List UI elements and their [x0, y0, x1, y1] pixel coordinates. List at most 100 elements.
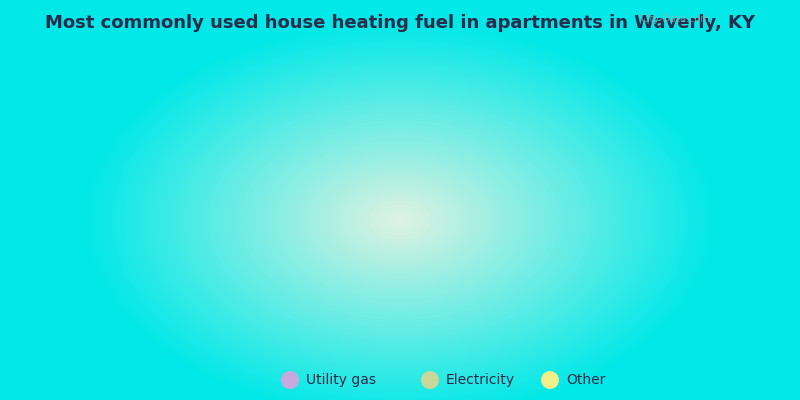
Circle shape — [362, 248, 438, 324]
Ellipse shape — [252, 128, 548, 312]
Circle shape — [351, 238, 449, 334]
Ellipse shape — [304, 160, 496, 280]
Circle shape — [358, 244, 442, 328]
Circle shape — [301, 187, 499, 385]
Ellipse shape — [196, 92, 604, 348]
Ellipse shape — [308, 162, 492, 278]
Ellipse shape — [360, 195, 440, 245]
Ellipse shape — [168, 75, 632, 365]
Ellipse shape — [276, 142, 524, 298]
Ellipse shape — [348, 188, 452, 252]
Circle shape — [329, 215, 471, 357]
Ellipse shape — [144, 60, 656, 380]
Ellipse shape — [128, 50, 672, 390]
Circle shape — [345, 230, 455, 342]
Text: Other: Other — [566, 373, 606, 387]
Circle shape — [363, 250, 437, 322]
Circle shape — [390, 276, 410, 296]
Ellipse shape — [196, 92, 604, 348]
Circle shape — [370, 256, 430, 316]
Ellipse shape — [132, 52, 668, 388]
Ellipse shape — [360, 195, 440, 245]
Ellipse shape — [356, 192, 444, 248]
Ellipse shape — [200, 95, 600, 345]
Ellipse shape — [380, 208, 420, 232]
Circle shape — [298, 184, 502, 388]
Circle shape — [346, 232, 454, 340]
Ellipse shape — [252, 128, 548, 312]
Ellipse shape — [220, 108, 580, 332]
Circle shape — [322, 208, 478, 364]
Ellipse shape — [96, 30, 704, 400]
Ellipse shape — [104, 35, 696, 400]
Ellipse shape — [300, 158, 500, 282]
Ellipse shape — [108, 38, 692, 400]
Circle shape — [303, 189, 497, 383]
Ellipse shape — [364, 198, 436, 242]
Ellipse shape — [328, 175, 472, 265]
Ellipse shape — [248, 125, 552, 315]
Ellipse shape — [132, 52, 668, 388]
Ellipse shape — [316, 168, 484, 272]
Ellipse shape — [336, 180, 464, 260]
Ellipse shape — [372, 202, 428, 238]
Circle shape — [394, 281, 405, 291]
Ellipse shape — [332, 178, 468, 262]
Ellipse shape — [204, 98, 596, 342]
Ellipse shape — [164, 72, 636, 368]
Ellipse shape — [392, 215, 408, 225]
Ellipse shape — [324, 172, 476, 268]
Ellipse shape — [240, 120, 560, 320]
Ellipse shape — [204, 98, 596, 342]
Ellipse shape — [340, 182, 460, 258]
Circle shape — [541, 371, 559, 389]
Circle shape — [372, 258, 428, 314]
Ellipse shape — [80, 20, 720, 400]
Ellipse shape — [292, 152, 508, 288]
Polygon shape — [503, 267, 600, 286]
Ellipse shape — [384, 210, 416, 230]
Ellipse shape — [272, 140, 528, 300]
Ellipse shape — [248, 125, 552, 315]
Ellipse shape — [280, 145, 520, 295]
Ellipse shape — [116, 42, 684, 398]
Ellipse shape — [336, 180, 464, 260]
Ellipse shape — [240, 120, 560, 320]
Ellipse shape — [92, 28, 708, 400]
Ellipse shape — [172, 78, 628, 362]
Circle shape — [398, 284, 402, 288]
Ellipse shape — [304, 160, 496, 280]
Ellipse shape — [392, 215, 408, 225]
Circle shape — [314, 199, 486, 373]
Circle shape — [355, 241, 445, 331]
Ellipse shape — [376, 205, 424, 235]
Ellipse shape — [160, 70, 640, 370]
Ellipse shape — [396, 218, 404, 222]
Circle shape — [391, 277, 409, 295]
Ellipse shape — [312, 165, 488, 275]
Circle shape — [360, 246, 440, 326]
Ellipse shape — [192, 90, 608, 350]
Ellipse shape — [116, 42, 684, 398]
Circle shape — [369, 255, 431, 317]
Ellipse shape — [220, 108, 580, 332]
Circle shape — [320, 206, 480, 366]
Ellipse shape — [328, 175, 472, 265]
Ellipse shape — [152, 65, 648, 375]
Ellipse shape — [208, 100, 592, 340]
Circle shape — [397, 282, 403, 290]
Ellipse shape — [244, 122, 556, 318]
Circle shape — [333, 218, 467, 354]
Ellipse shape — [184, 85, 616, 355]
Circle shape — [379, 265, 421, 307]
Circle shape — [317, 203, 483, 369]
Text: Electricity: Electricity — [446, 373, 515, 387]
Ellipse shape — [212, 102, 588, 338]
Bar — [60, 286, 740, 400]
Ellipse shape — [232, 115, 568, 325]
Ellipse shape — [84, 22, 716, 400]
Circle shape — [326, 212, 474, 360]
Circle shape — [324, 210, 476, 362]
Ellipse shape — [224, 110, 576, 330]
Ellipse shape — [168, 75, 632, 365]
